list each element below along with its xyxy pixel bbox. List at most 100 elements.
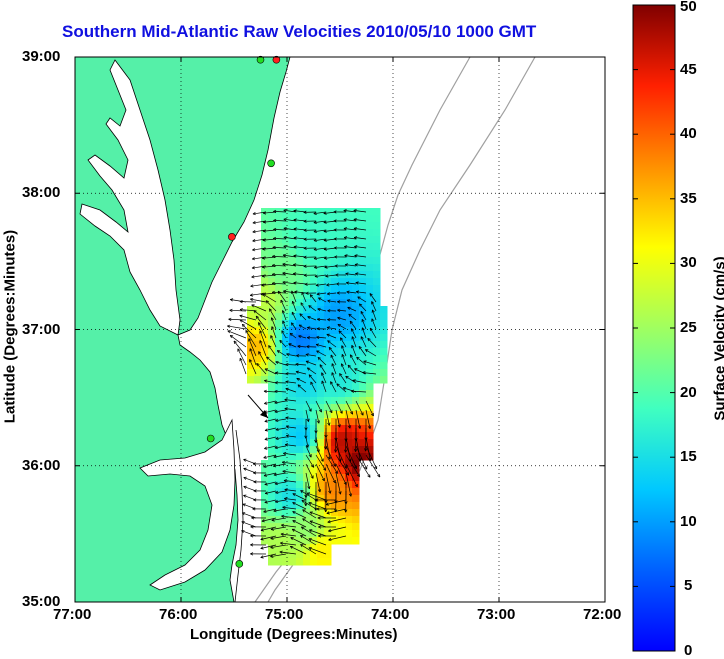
velocity-vector-head — [253, 471, 257, 475]
velocity-cell — [373, 299, 381, 307]
velocity-vector — [335, 472, 341, 495]
velocity-cell — [303, 285, 311, 293]
velocity-vector-head — [281, 330, 285, 334]
velocity-cell — [366, 229, 374, 237]
velocity-vector — [354, 246, 367, 249]
velocity-cell — [352, 355, 360, 363]
velocity-vector — [297, 345, 307, 348]
velocity-vector — [307, 327, 317, 330]
velocity-vector — [228, 318, 247, 321]
velocity-vector-head — [327, 299, 331, 303]
velocity-vector-head — [283, 217, 287, 222]
velocity-cell — [268, 439, 276, 447]
velocity-vector — [262, 293, 277, 303]
velocity-cell — [289, 355, 297, 363]
velocity-cell — [331, 537, 339, 545]
velocity-cell — [289, 453, 297, 461]
velocity-vector-head — [377, 474, 381, 478]
velocity-cell — [261, 320, 269, 328]
velocity-vector — [345, 409, 351, 429]
velocity-vector-head — [263, 509, 267, 513]
velocity-cell — [310, 530, 318, 538]
velocity-vector-head — [260, 292, 264, 296]
velocity-vector-head — [313, 256, 317, 260]
velocity-cell — [331, 432, 339, 440]
velocity-vector-head — [335, 273, 339, 277]
velocity-vector — [355, 454, 371, 478]
velocity-vector-head — [271, 518, 275, 522]
velocity-cell — [268, 222, 276, 230]
velocity-vector-head — [273, 455, 277, 459]
velocity-vector-head — [339, 373, 343, 377]
velocity-cell — [310, 488, 318, 496]
velocity-vector-head — [274, 445, 278, 450]
velocity-vector — [365, 409, 371, 429]
velocity-cell — [310, 320, 318, 328]
velocity-vector-head — [336, 383, 340, 387]
velocity-vector-head — [280, 299, 284, 304]
velocity-cell — [275, 495, 283, 503]
velocity-vector-head — [239, 319, 243, 323]
velocity-cell — [338, 383, 346, 391]
velocity-cell — [352, 530, 360, 538]
velocity-vector-head — [303, 228, 307, 232]
velocity-vector — [282, 281, 297, 285]
velocity-cell — [345, 369, 353, 377]
velocity-vector — [301, 499, 317, 510]
velocity-vector-head — [302, 509, 306, 513]
velocity-vector — [300, 490, 317, 501]
velocity-cell — [324, 453, 332, 461]
velocity-cell — [303, 481, 311, 489]
velocity-cell — [254, 348, 262, 356]
velocity-cell — [359, 264, 367, 272]
velocity-cell — [275, 299, 283, 307]
velocity-cell — [359, 425, 367, 433]
velocity-cell — [282, 285, 290, 293]
velocity-cell — [310, 558, 318, 566]
velocity-vector-head — [321, 372, 325, 376]
velocity-cell — [261, 488, 269, 496]
velocity-vector — [305, 472, 310, 490]
velocity-cell — [268, 537, 276, 545]
velocity-vector-head — [347, 364, 351, 369]
velocity-vector — [360, 311, 367, 321]
velocity-cell — [247, 348, 255, 356]
velocity-vector — [290, 545, 307, 555]
velocity-vector-head — [243, 476, 247, 480]
velocity-cell — [296, 243, 304, 251]
velocity-cell — [359, 285, 367, 293]
velocity-cell — [366, 369, 374, 377]
velocity-vector-head — [260, 546, 264, 550]
velocity-vector-head — [286, 353, 290, 357]
velocity-vector — [282, 461, 297, 465]
velocity-cell — [282, 537, 290, 545]
velocity-vector-head — [307, 316, 311, 320]
velocity-vector-head — [323, 238, 327, 242]
velocity-cell — [317, 411, 325, 419]
velocity-cell — [317, 215, 325, 223]
velocity-vector — [292, 511, 307, 519]
velocity-cell — [275, 551, 283, 559]
velocity-vector — [353, 219, 367, 222]
velocity-cell — [338, 313, 346, 321]
velocity-vector — [241, 323, 257, 339]
velocity-cell — [310, 250, 318, 258]
velocity-cell — [317, 243, 325, 251]
velocity-vector — [300, 302, 307, 312]
velocity-vector — [293, 219, 307, 222]
velocity-cell — [268, 516, 276, 524]
velocity-vector-head — [313, 229, 317, 233]
velocity-vector — [317, 308, 327, 312]
velocity-vector-head — [237, 348, 241, 352]
velocity-cell — [261, 355, 269, 363]
velocity-vector-head — [316, 292, 320, 296]
velocity-cell — [275, 215, 283, 223]
velocity-cell — [345, 446, 353, 454]
velocity-cell — [275, 369, 283, 377]
velocity-vector-head — [338, 491, 342, 495]
velocity-vector — [264, 400, 277, 405]
velocity-cell — [289, 439, 297, 447]
velocity-vector — [248, 338, 257, 357]
velocity-cell — [282, 229, 290, 237]
